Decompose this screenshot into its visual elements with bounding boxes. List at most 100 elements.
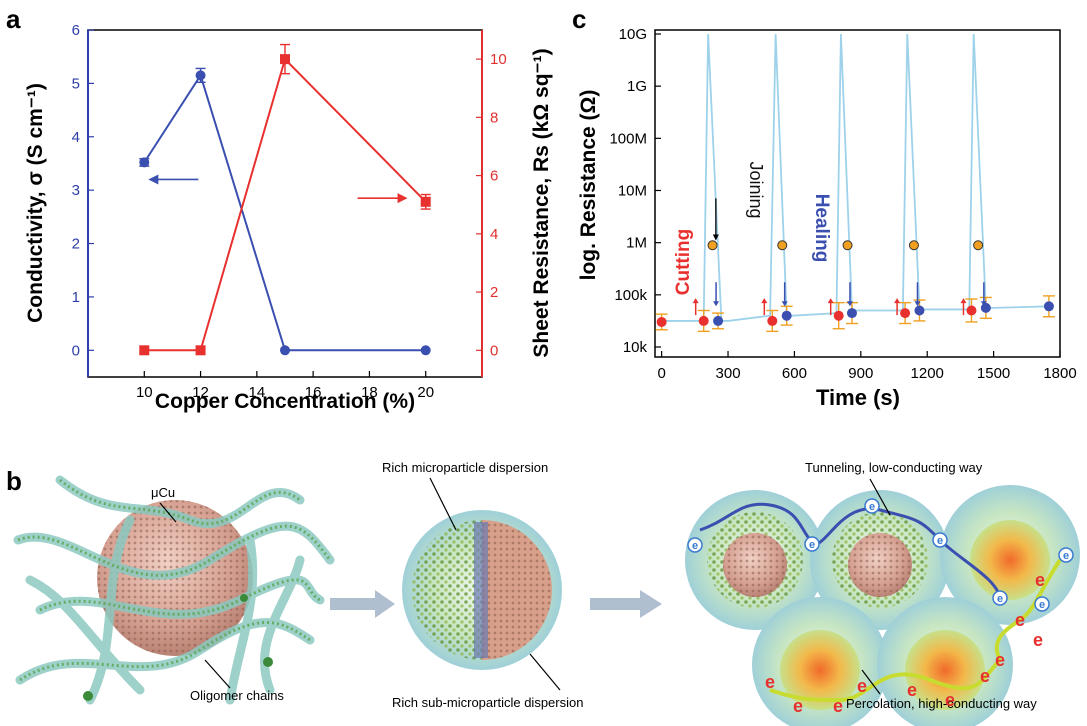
series-line-conductivity: [143, 73, 426, 352]
healing-point: [781, 310, 792, 321]
y-tick-label-c: 10G: [619, 26, 647, 43]
tunneling-electron-label: e: [997, 593, 1003, 605]
joining-arrow-head: [712, 234, 719, 241]
left-tick-label-a: 6: [72, 22, 80, 39]
tunneling-electron: [687, 537, 703, 553]
x-tick-label-c: 1500: [977, 365, 1010, 382]
tunneling-electron: [804, 536, 820, 552]
joining-point: [908, 240, 919, 251]
x-tick-label-a: 16: [305, 384, 322, 401]
rich-micro-pointer: [429, 477, 457, 531]
process-arrow-2: [590, 590, 662, 618]
right-tick-label-a: 2: [490, 284, 498, 301]
panel-label-b: b: [6, 466, 22, 496]
x-tick-label-c: 1200: [911, 365, 944, 382]
sheet-resistance-point: [420, 196, 431, 207]
sheet-resistance-point: [280, 54, 290, 65]
x-axis-label-a: Copper Concentration (%): [155, 390, 415, 413]
healing-point: [713, 315, 724, 326]
cutting-point: [698, 315, 709, 326]
y-tick-label-c: 1M: [626, 235, 647, 252]
joining-point: [777, 240, 788, 251]
percolation-electron: e: [980, 666, 990, 686]
sheet-resistance-point: [139, 345, 150, 356]
y-tick-label-c: 100k: [614, 287, 647, 304]
y-tick-label-c: 1G: [627, 78, 647, 95]
tunneling-electron-label: e: [1039, 599, 1045, 611]
percolation-path-1: [994, 558, 1062, 661]
tunneling-electron-label: e: [869, 501, 875, 513]
tunneling-electron-label: e: [809, 539, 815, 551]
left-tick-label-a: 2: [72, 236, 80, 253]
healing-arrow-head: [980, 301, 987, 307]
percolation-electron: e: [765, 672, 775, 692]
y-tick-label-c: 10M: [618, 183, 647, 200]
tunneling-label: Tunneling, low-conducting way: [805, 460, 983, 475]
right-tick-label-a: 6: [490, 168, 498, 185]
conductivity-point: [420, 345, 431, 356]
resistance-time-chart: 0 300 600 900 1200 1500 1800 10k 100k 1M 10M 100M 1G…: [577, 26, 1077, 410]
left-axis-arrow-head: [148, 174, 159, 185]
y-tick-label-c: 100M: [609, 130, 647, 147]
cutting-arrow-head: [692, 298, 699, 304]
percolation-electron: e: [857, 676, 867, 696]
rich-sub-pointer: [529, 653, 561, 691]
y-axis-label-c: log. Resistance (Ω): [577, 90, 600, 281]
percolation-pointer: [861, 669, 881, 695]
left-tick-label-a: 4: [72, 129, 80, 146]
percolation-label: Percolation, high-conducting way: [846, 696, 1037, 711]
right-tick-label-a: 10: [490, 51, 507, 68]
tunneling-electron-label: e: [1063, 550, 1069, 562]
interface-band: [474, 522, 488, 658]
right-tick-label-a: 8: [490, 109, 498, 126]
conductivity-point: [195, 70, 206, 81]
tunneling-pointer: [869, 478, 891, 516]
cutting-arrow-head: [761, 298, 768, 304]
x-tick-label-c: 900: [848, 365, 873, 382]
cutting-point: [966, 305, 977, 316]
cutting-point: [656, 316, 667, 327]
panel-label-a: a: [6, 4, 21, 34]
left-axis-label-a: Conductivity, σ (S cm⁻¹): [24, 83, 47, 323]
oligomer-pointer: [204, 659, 231, 689]
series-line-sheet-resistance: [144, 57, 427, 352]
tunneling-electron: [864, 498, 880, 514]
healing-annotation: Healing: [811, 194, 832, 263]
tunneling-electron-label: e: [692, 540, 698, 552]
x-tick-label-a: 20: [417, 384, 434, 401]
right-axis-arrow-head: [397, 193, 408, 204]
percolation-electron: e: [793, 696, 803, 716]
tunneling-electron: [1058, 547, 1074, 563]
cutting-point: [900, 308, 911, 319]
healing-point: [914, 305, 925, 316]
cutting-annotation: Cutting: [673, 229, 694, 295]
percolation-electron: e: [1015, 610, 1025, 630]
joining-point: [973, 240, 984, 251]
x-tick-label-c: 300: [716, 365, 741, 382]
percolation-electron: e: [995, 650, 1005, 670]
y-tick-label-c: 10k: [623, 339, 648, 356]
joining-annotation: Joining: [746, 161, 766, 218]
resistance-trace: [661, 33, 1049, 322]
rich-micro-label: Rich microparticle dispersion: [382, 460, 548, 475]
ucu-oligomer-scene: μCu Oligomer chains: [13, 475, 335, 705]
x-tick-label-c: 600: [782, 365, 807, 382]
right-tick-label-a: 0: [490, 342, 498, 359]
healing-arrow-head: [914, 301, 921, 307]
core-4: [780, 630, 860, 710]
tunneling-electron-label: e: [937, 535, 943, 547]
left-tick-label-a: 5: [72, 75, 80, 92]
cutting-point: [767, 315, 778, 326]
healing-arrow-head: [781, 301, 788, 307]
joining-point: [707, 240, 718, 251]
healing-point: [980, 302, 991, 313]
plot-frame-c: [654, 29, 1061, 358]
right-axis-label-a: Sheet Resistance, Rs (kΩ sq⁻¹): [530, 48, 553, 357]
tunneling-electron: [992, 590, 1008, 606]
x-tick-label-a: 14: [249, 384, 266, 401]
percolation-electron: e: [945, 690, 955, 710]
percolation-electron: e: [907, 680, 917, 700]
sheet-resistance-point: [195, 345, 206, 356]
